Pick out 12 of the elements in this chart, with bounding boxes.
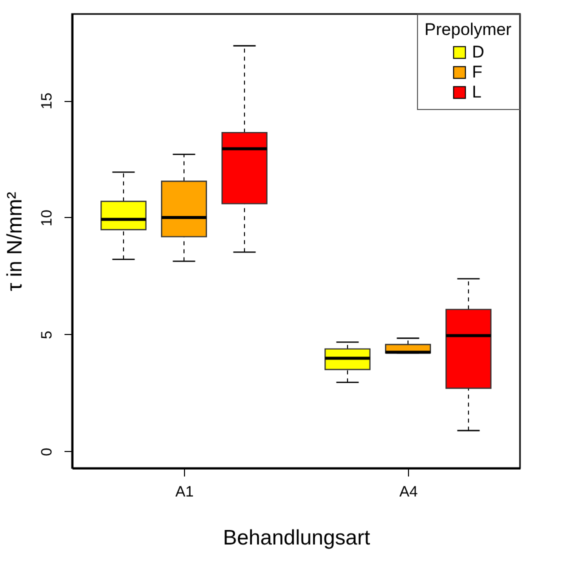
y-tick-label: 5 — [38, 330, 56, 340]
y-axis-title: τ in N/mm² — [4, 192, 26, 292]
legend-label: D — [472, 42, 484, 62]
legend-label: L — [472, 82, 482, 102]
legend-title: Prepolymer — [424, 20, 512, 39]
x-axis-title: Behandlungsart — [222, 526, 370, 550]
y-tick-label: 15 — [38, 92, 56, 110]
legend-label: F — [472, 62, 482, 82]
x-tick-label: A1 — [175, 484, 194, 500]
y-tick-label: 10 — [38, 210, 56, 226]
y-tick-label: 0 — [38, 448, 56, 456]
x-tick-label: A4 — [399, 484, 418, 500]
